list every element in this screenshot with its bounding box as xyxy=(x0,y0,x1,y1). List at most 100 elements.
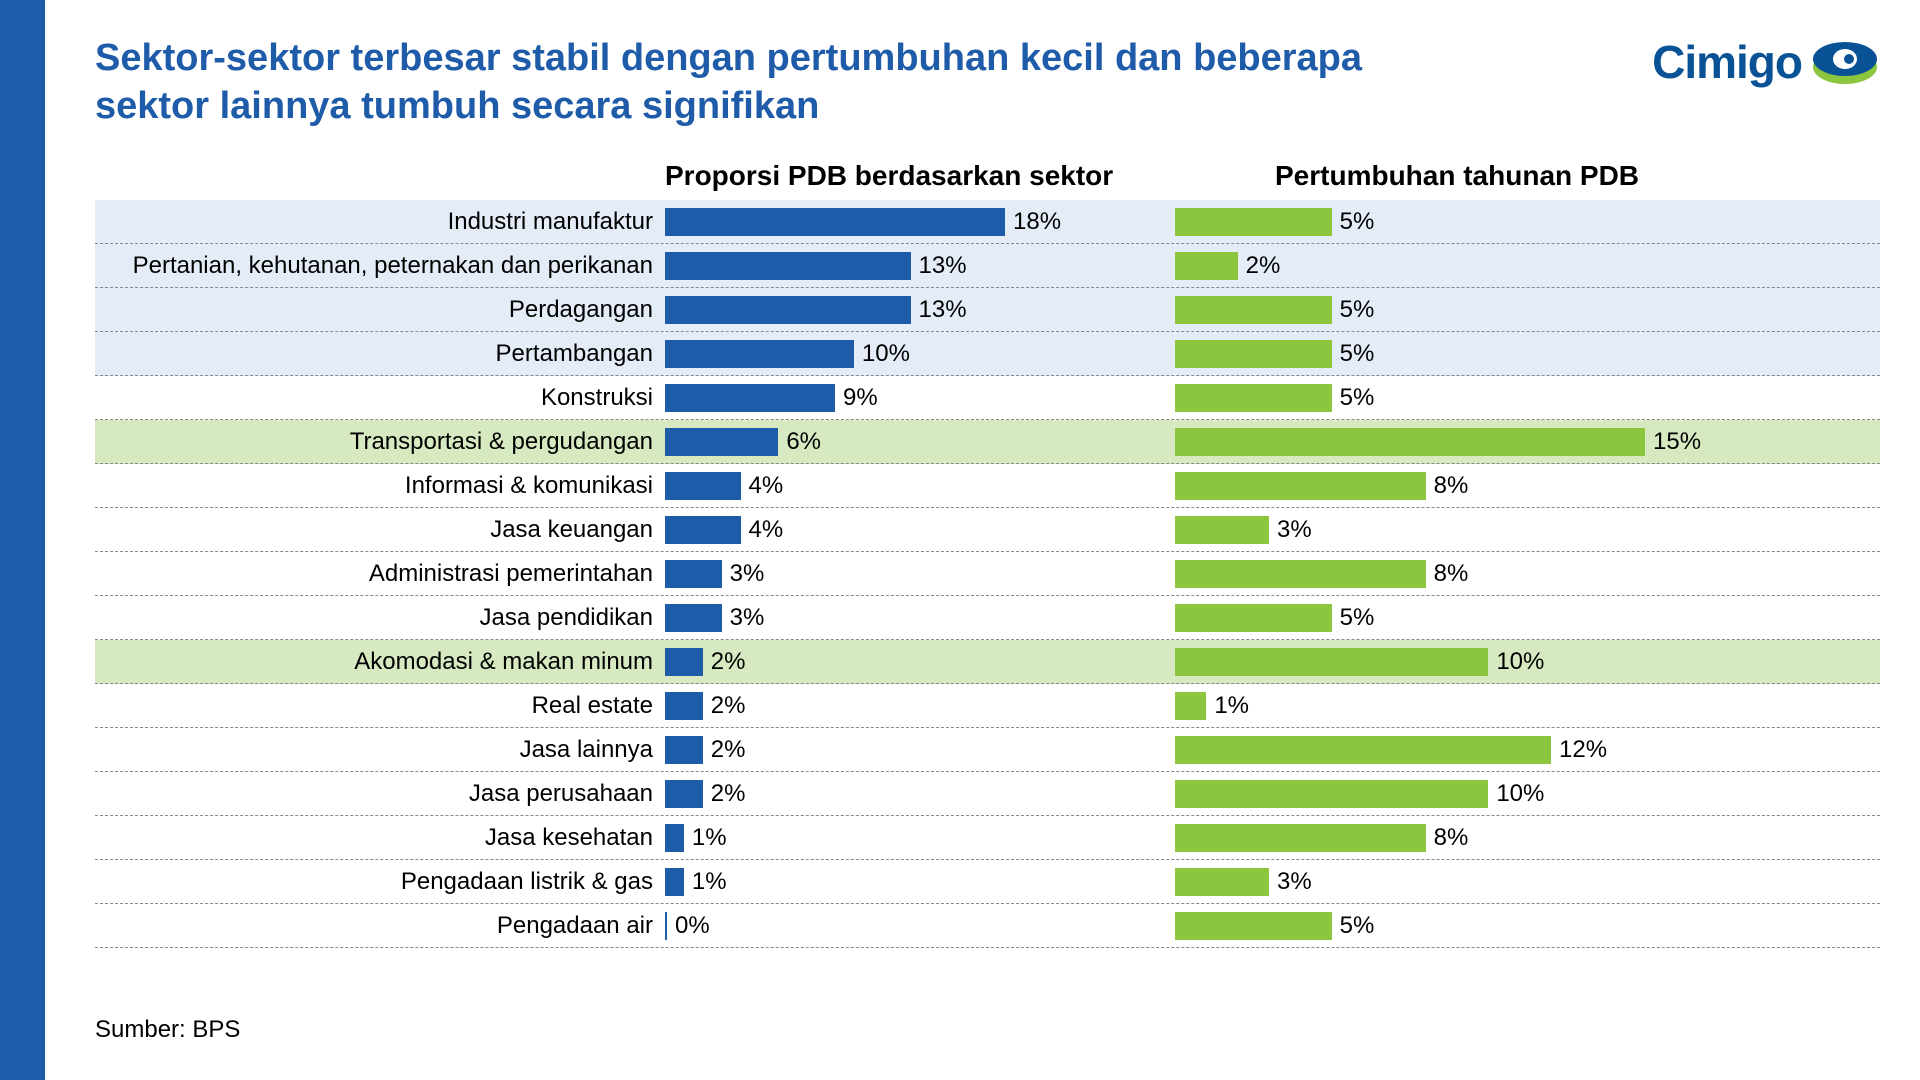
growth-bar xyxy=(1175,780,1488,808)
proportion-bar xyxy=(665,296,911,324)
growth-bar xyxy=(1175,472,1426,500)
proportion-value: 6% xyxy=(786,428,821,456)
proportion-bar-cell: 13% xyxy=(665,292,1145,328)
chart-row: Jasa lainnya 2% 12% xyxy=(95,728,1880,772)
growth-value: 5% xyxy=(1340,340,1375,368)
proportion-bar-cell: 0% xyxy=(665,908,1145,944)
category-label: Industri manufaktur xyxy=(95,208,665,236)
proportion-bar-cell: 4% xyxy=(665,468,1145,504)
chart-row: Jasa keuangan4%3% xyxy=(95,508,1880,552)
growth-bar-cell: 3% xyxy=(1175,512,1785,548)
growth-bar-cell: 5% xyxy=(1175,908,1785,944)
growth-bar-cell: 3% xyxy=(1175,864,1785,900)
slide-content: Sektor-sektor terbesar stabil dengan per… xyxy=(45,0,1920,1080)
growth-bar-cell: 8% xyxy=(1175,468,1785,504)
logo-text: Cimigo xyxy=(1652,35,1802,89)
proportion-value: 2% xyxy=(711,736,746,764)
proportion-bar xyxy=(665,208,1005,236)
proportion-value: 1% xyxy=(692,824,727,852)
proportion-value: 1% xyxy=(692,868,727,896)
growth-bar-cell: 15% xyxy=(1175,424,1785,460)
proportion-bar-cell: 2% xyxy=(665,776,1145,812)
growth-value: 8% xyxy=(1434,472,1469,500)
growth-bar xyxy=(1175,560,1426,588)
growth-bar-cell: 5% xyxy=(1175,204,1785,240)
proportion-bar-cell: 2% xyxy=(665,732,1145,768)
eye-icon xyxy=(1810,37,1880,87)
proportion-bar-cell: 2% xyxy=(665,688,1145,724)
growth-bar-cell: 10% xyxy=(1175,776,1785,812)
proportion-bar xyxy=(665,252,911,280)
growth-bar-cell: 2% xyxy=(1175,248,1785,284)
growth-bar-cell: 1% xyxy=(1175,688,1785,724)
proportion-bar xyxy=(665,340,854,368)
proportion-value: 2% xyxy=(711,692,746,720)
proportion-value: 18% xyxy=(1013,208,1061,236)
growth-value: 8% xyxy=(1434,824,1469,852)
category-label: Administrasi pemerintahan xyxy=(95,560,665,588)
proportion-bar xyxy=(665,560,722,588)
growth-bar-cell: 5% xyxy=(1175,380,1785,416)
proportion-bar xyxy=(665,736,703,764)
proportion-value: 3% xyxy=(730,560,765,588)
chart-row: Industri manufaktur 18% 5% xyxy=(95,200,1880,244)
proportion-bar-cell: 1% xyxy=(665,864,1145,900)
proportion-value: 0% xyxy=(675,912,710,940)
proportion-bar xyxy=(665,516,741,544)
growth-value: 5% xyxy=(1340,912,1375,940)
growth-value: 15% xyxy=(1653,428,1701,456)
chart-row: Jasa kesehatan1%8% xyxy=(95,816,1880,860)
growth-value: 5% xyxy=(1340,384,1375,412)
growth-value: 10% xyxy=(1496,780,1544,808)
proportion-bar-cell: 3% xyxy=(665,600,1145,636)
proportion-bar xyxy=(665,648,703,676)
chart-row: Informasi & komunikasi4%8% xyxy=(95,464,1880,508)
category-label: Jasa pendidikan xyxy=(95,604,665,632)
header: Sektor-sektor terbesar stabil dengan per… xyxy=(95,35,1880,130)
growth-bar xyxy=(1175,648,1488,676)
chart-row: Pertanian, kehutanan, peternakan dan per… xyxy=(95,244,1880,288)
growth-bar-cell: 8% xyxy=(1175,820,1785,856)
proportion-value: 2% xyxy=(711,648,746,676)
growth-value: 5% xyxy=(1340,604,1375,632)
growth-bar xyxy=(1175,252,1238,280)
proportion-bar xyxy=(665,780,703,808)
category-label: Jasa perusahaan xyxy=(95,780,665,808)
growth-value: 3% xyxy=(1277,868,1312,896)
growth-bar xyxy=(1175,912,1332,940)
category-label: Real estate xyxy=(95,692,665,720)
proportion-value: 13% xyxy=(919,252,967,280)
growth-bar-cell: 8% xyxy=(1175,556,1785,592)
proportion-bar-cell: 18% xyxy=(665,204,1145,240)
proportion-bar xyxy=(665,604,722,632)
proportion-bar-cell: 1% xyxy=(665,820,1145,856)
proportion-bar-cell: 10% xyxy=(665,336,1145,372)
proportion-bar xyxy=(665,428,778,456)
proportion-bar xyxy=(665,912,667,940)
proportion-value: 13% xyxy=(919,296,967,324)
growth-bar xyxy=(1175,384,1332,412)
growth-bar xyxy=(1175,340,1332,368)
proportion-bar xyxy=(665,384,835,412)
growth-value: 3% xyxy=(1277,516,1312,544)
growth-bar xyxy=(1175,692,1206,720)
chart-row: Pertambangan10% 5% xyxy=(95,332,1880,376)
chart-row: Transportasi & pergudangan6%15% xyxy=(95,420,1880,464)
category-label: Konstruksi xyxy=(95,384,665,412)
growth-bar-cell: 10% xyxy=(1175,644,1785,680)
growth-bar-cell: 5% xyxy=(1175,600,1785,636)
category-label: Pertambangan xyxy=(95,340,665,368)
proportion-bar xyxy=(665,868,684,896)
chart-row: Perdagangan13%5% xyxy=(95,288,1880,332)
category-label: Pengadaan air xyxy=(95,912,665,940)
proportion-bar-cell: 4% xyxy=(665,512,1145,548)
chart-column-titles: Proporsi PDB berdasarkan sektor Pertumbu… xyxy=(95,160,1880,192)
category-label: Pertanian, kehutanan, peternakan dan per… xyxy=(95,252,665,280)
chart-row: Pengadaan air 0% 5% xyxy=(95,904,1880,948)
growth-bar-cell: 12% xyxy=(1175,732,1785,768)
proportion-bar xyxy=(665,472,741,500)
growth-bar xyxy=(1175,208,1332,236)
category-label: Jasa lainnya xyxy=(95,736,665,764)
chart-row: Jasa perusahaan2% 10% xyxy=(95,772,1880,816)
chart-row: Akomodasi & makan minum2%10% xyxy=(95,640,1880,684)
